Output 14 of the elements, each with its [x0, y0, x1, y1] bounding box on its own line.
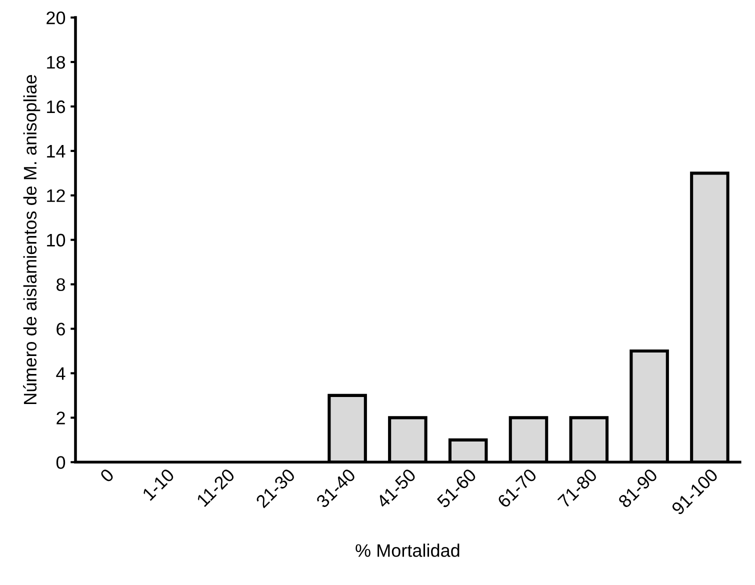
y-tick-label: 6 [56, 322, 65, 336]
y-tick-label: 14 [47, 145, 66, 158]
y-tick-label: 4 [56, 367, 66, 380]
y-tick-label: 2 [56, 412, 65, 424]
y-tick-label: 18 [47, 56, 65, 69]
y-tick-label: 16 [47, 100, 65, 114]
y-tick-label: 0 [56, 456, 66, 469]
x-axis-title: % Mortalidad [356, 544, 460, 557]
y-tick-label: 12 [47, 189, 65, 202]
y-tick-label: 8 [56, 278, 65, 292]
y-tick-label: 10 [47, 234, 66, 247]
y-tick-label: 20 [46, 11, 66, 24]
y-axis-title: Número de aislamientos de M. anisopliae [23, 75, 40, 404]
x-tick-label: 0 [99, 468, 115, 483]
